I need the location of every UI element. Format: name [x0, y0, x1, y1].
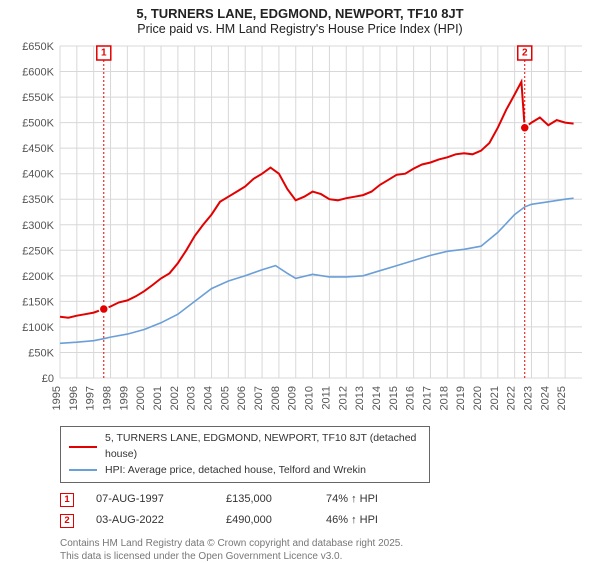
svg-text:1995: 1995 [51, 386, 63, 410]
line-chart-svg: £0 £50K £100K £150K £200K £250K £300K £350K £400… [10, 42, 590, 422]
svg-text:2016: 2016 [405, 386, 417, 410]
chart-container: 5, TURNERS LANE, EDGMOND, NEWPORT, TF10 … [0, 0, 600, 560]
svg-text:2006: 2006 [236, 386, 248, 410]
svg-text:1996: 1996 [68, 386, 80, 410]
svg-text:2025: 2025 [556, 386, 568, 410]
legend-label: HPI: Average price, detached house, Telf… [105, 463, 366, 479]
svg-text:2024: 2024 [539, 386, 551, 410]
chart-plot-area: £0 £50K £100K £150K £200K £250K £300K £350K £400… [10, 42, 590, 422]
svg-text:£150K: £150K [22, 296, 54, 308]
svg-text:2022: 2022 [506, 386, 518, 410]
svg-text:2020: 2020 [472, 386, 484, 410]
svg-text:2000: 2000 [135, 386, 147, 410]
sale-delta: 74% ↑ HPI [326, 489, 378, 510]
svg-text:2017: 2017 [421, 386, 433, 410]
svg-text:2012: 2012 [337, 386, 349, 410]
sale-date: 03-AUG-2022 [96, 510, 226, 531]
svg-text:£300K: £300K [22, 220, 54, 232]
footnote: Contains HM Land Registry data © Crown c… [60, 537, 590, 563]
svg-text:£400K: £400K [22, 169, 54, 181]
legend-swatch [69, 446, 97, 448]
sales-list: 1 07-AUG-1997£135,00074% ↑ HPI 2 03-AUG-202… [10, 489, 590, 531]
svg-text:2018: 2018 [438, 386, 450, 410]
sale-price: £135,000 [226, 489, 326, 510]
sale-row: 2 03-AUG-2022£490,00046% ↑ HPI [60, 510, 590, 531]
svg-text:2014: 2014 [371, 386, 383, 410]
svg-text:£600K: £600K [22, 67, 54, 79]
svg-text:1998: 1998 [102, 386, 114, 410]
svg-text:£100K: £100K [22, 322, 54, 334]
svg-text:£350K: £350K [22, 194, 54, 206]
svg-text:2021: 2021 [489, 386, 501, 410]
svg-text:£200K: £200K [22, 271, 54, 283]
svg-text:2010: 2010 [304, 386, 316, 410]
svg-text:2007: 2007 [253, 386, 265, 410]
svg-text:£250K: £250K [22, 245, 54, 257]
footnote-line1: Contains HM Land Registry data © Crown c… [60, 537, 590, 550]
svg-text:2004: 2004 [203, 386, 215, 410]
legend: 5, TURNERS LANE, EDGMOND, NEWPORT, TF10 … [60, 426, 430, 483]
sale-row: 1 07-AUG-1997£135,00074% ↑ HPI [60, 489, 590, 510]
svg-text:1: 1 [101, 48, 107, 59]
svg-text:2008: 2008 [270, 386, 282, 410]
svg-text:£650K: £650K [22, 42, 54, 53]
svg-text:1999: 1999 [118, 386, 130, 410]
footnote-line2: This data is licensed under the Open Gov… [60, 550, 590, 563]
svg-text:2013: 2013 [354, 386, 366, 410]
svg-text:2011: 2011 [320, 386, 332, 410]
legend-row: HPI: Average price, detached house, Telf… [69, 463, 421, 479]
sale-price: £490,000 [226, 510, 326, 531]
chart-subtitle: Price paid vs. HM Land Registry's House … [10, 22, 590, 36]
svg-text:2005: 2005 [219, 386, 231, 410]
svg-text:2023: 2023 [522, 386, 534, 410]
svg-text:2019: 2019 [455, 386, 467, 410]
sale-marker-icon: 2 [60, 514, 74, 528]
legend-swatch [69, 469, 97, 471]
svg-text:1997: 1997 [85, 386, 97, 410]
sale-marker-icon: 1 [60, 493, 74, 507]
sale-delta: 46% ↑ HPI [326, 510, 378, 531]
legend-label: 5, TURNERS LANE, EDGMOND, NEWPORT, TF10 … [105, 431, 421, 463]
svg-text:£450K: £450K [22, 143, 54, 155]
svg-text:2: 2 [522, 48, 528, 59]
svg-text:£0: £0 [42, 373, 54, 385]
svg-text:£550K: £550K [22, 92, 54, 104]
svg-text:2003: 2003 [186, 386, 198, 410]
chart-title-address: 5, TURNERS LANE, EDGMOND, NEWPORT, TF10 … [10, 6, 590, 21]
sale-date: 07-AUG-1997 [96, 489, 226, 510]
svg-text:2009: 2009 [287, 386, 299, 410]
svg-text:2001: 2001 [152, 386, 164, 410]
svg-text:2015: 2015 [388, 386, 400, 410]
svg-text:2002: 2002 [169, 386, 181, 410]
svg-text:£50K: £50K [28, 347, 54, 359]
legend-row: 5, TURNERS LANE, EDGMOND, NEWPORT, TF10 … [69, 431, 421, 463]
svg-text:£500K: £500K [22, 118, 54, 130]
